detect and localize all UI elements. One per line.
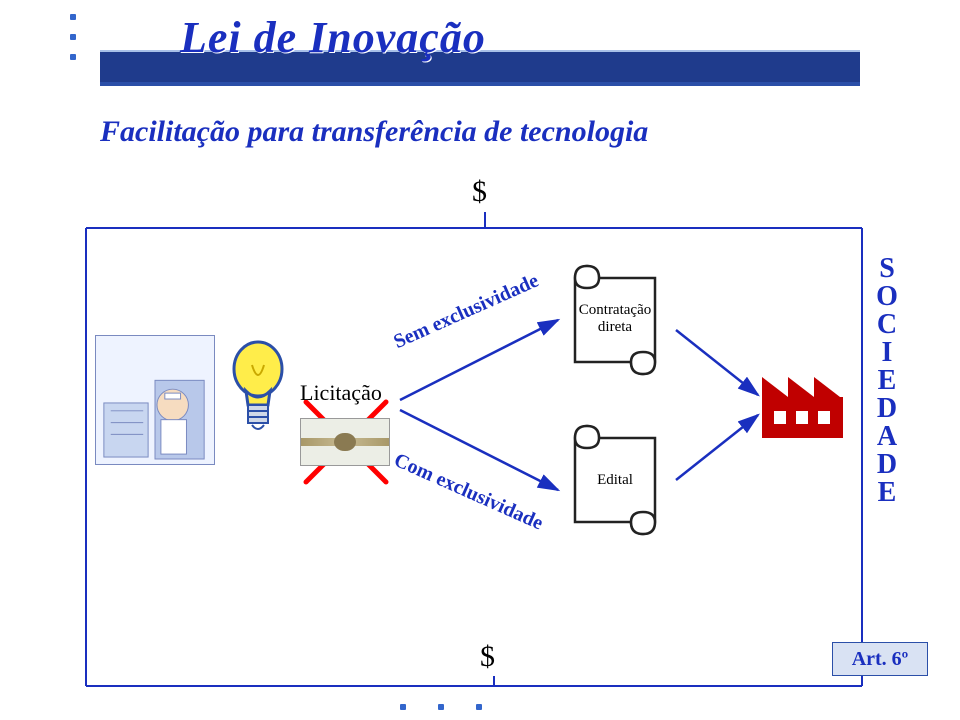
scroll-edital: Edital — [560, 420, 670, 540]
com-exclusividade-label: Com exclusividade — [390, 449, 546, 535]
rope-icon — [300, 418, 390, 466]
article-reference: Art. 6º — [832, 642, 928, 676]
sem-exclusividade-label: Sem exclusividade — [390, 269, 542, 354]
rope-knot — [334, 433, 355, 451]
sociedade-vertical: S O C I E D A D E — [870, 255, 904, 507]
bullet-dot — [400, 704, 406, 710]
soc-letter: A — [870, 423, 904, 451]
bullet-dot — [70, 34, 76, 40]
bullet-dot — [476, 704, 482, 710]
subtitle: Facilitação para transferência de tecnol… — [100, 115, 648, 149]
soc-letter: D — [870, 451, 904, 479]
licitacao-label: Licitação — [300, 380, 382, 406]
soc-letter: S — [870, 255, 904, 283]
bullet-dot — [438, 704, 444, 710]
contratacao-line1: Contratação — [579, 302, 651, 318]
scroll-contratacao-text: Contratação direta — [560, 302, 670, 337]
scientist-icon — [95, 335, 215, 465]
dollar-top: $ — [472, 175, 487, 209]
soc-letter: E — [870, 479, 904, 507]
left-bullet-strip — [70, 0, 90, 74]
scroll-edital-text: Edital — [560, 472, 670, 489]
bottom-bullet-strip — [400, 704, 482, 710]
soc-letter: D — [870, 395, 904, 423]
factory-icon — [760, 365, 845, 440]
bullet-dot — [70, 14, 76, 20]
page-title: Lei de Inovação — [180, 12, 486, 63]
soc-letter: O — [870, 283, 904, 311]
soc-letter: I — [870, 339, 904, 367]
bullet-dot — [70, 54, 76, 60]
dollar-bottom: $ — [480, 640, 495, 674]
soc-letter: E — [870, 367, 904, 395]
scroll-contratacao: Contratação direta — [560, 260, 670, 380]
title-region: Lei de Inovação — [100, 18, 860, 98]
lightbulb-icon — [228, 335, 288, 435]
soc-letter: C — [870, 311, 904, 339]
contratacao-line2: direta — [598, 319, 632, 335]
